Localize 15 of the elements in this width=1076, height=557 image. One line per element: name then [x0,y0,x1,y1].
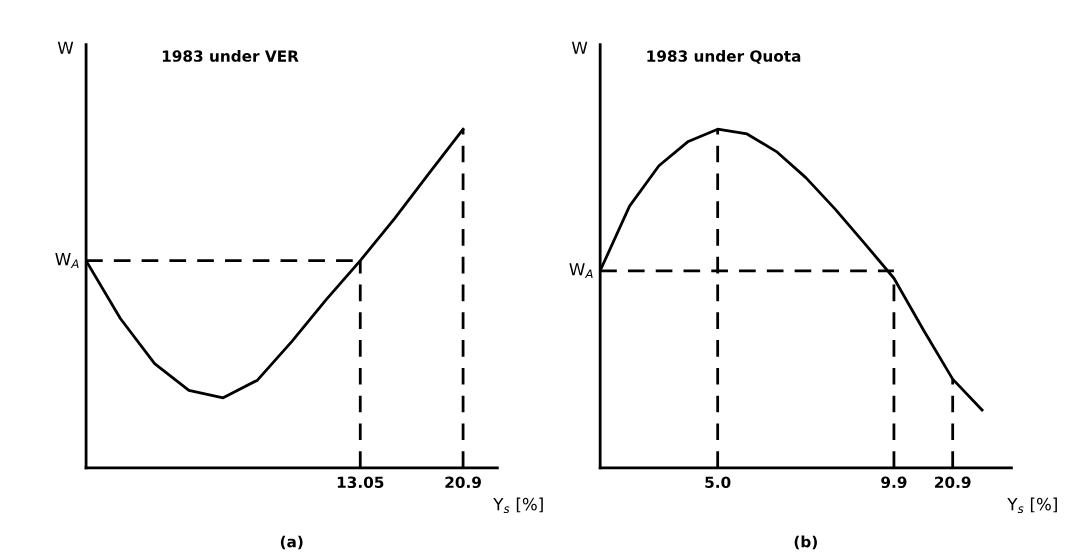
chart-title: 1983 under VER [162,50,299,62]
ref-line-label: W$_{A}$ [569,263,593,279]
x-axis-title: Y$_{s}$ [%] [493,497,543,514]
x-tick-label: 20.9 [935,476,971,489]
y-axis-title: W [571,41,588,54]
text: (a) [280,535,303,550]
x-tick-label: 13.05 [337,476,384,489]
y-axis-title: W [57,41,74,54]
x-axis-title: Y$_{s}$ [%] [1007,497,1057,514]
x-tick-label: 9.9 [881,476,907,489]
text: (b) [794,535,817,550]
x-tick-label: 20.9 [445,476,481,489]
chart-title: 1983 under Quota [647,50,801,64]
ref-line-label: W$_{A}$ [55,253,79,268]
x-tick-label: 5.0 [705,476,731,489]
